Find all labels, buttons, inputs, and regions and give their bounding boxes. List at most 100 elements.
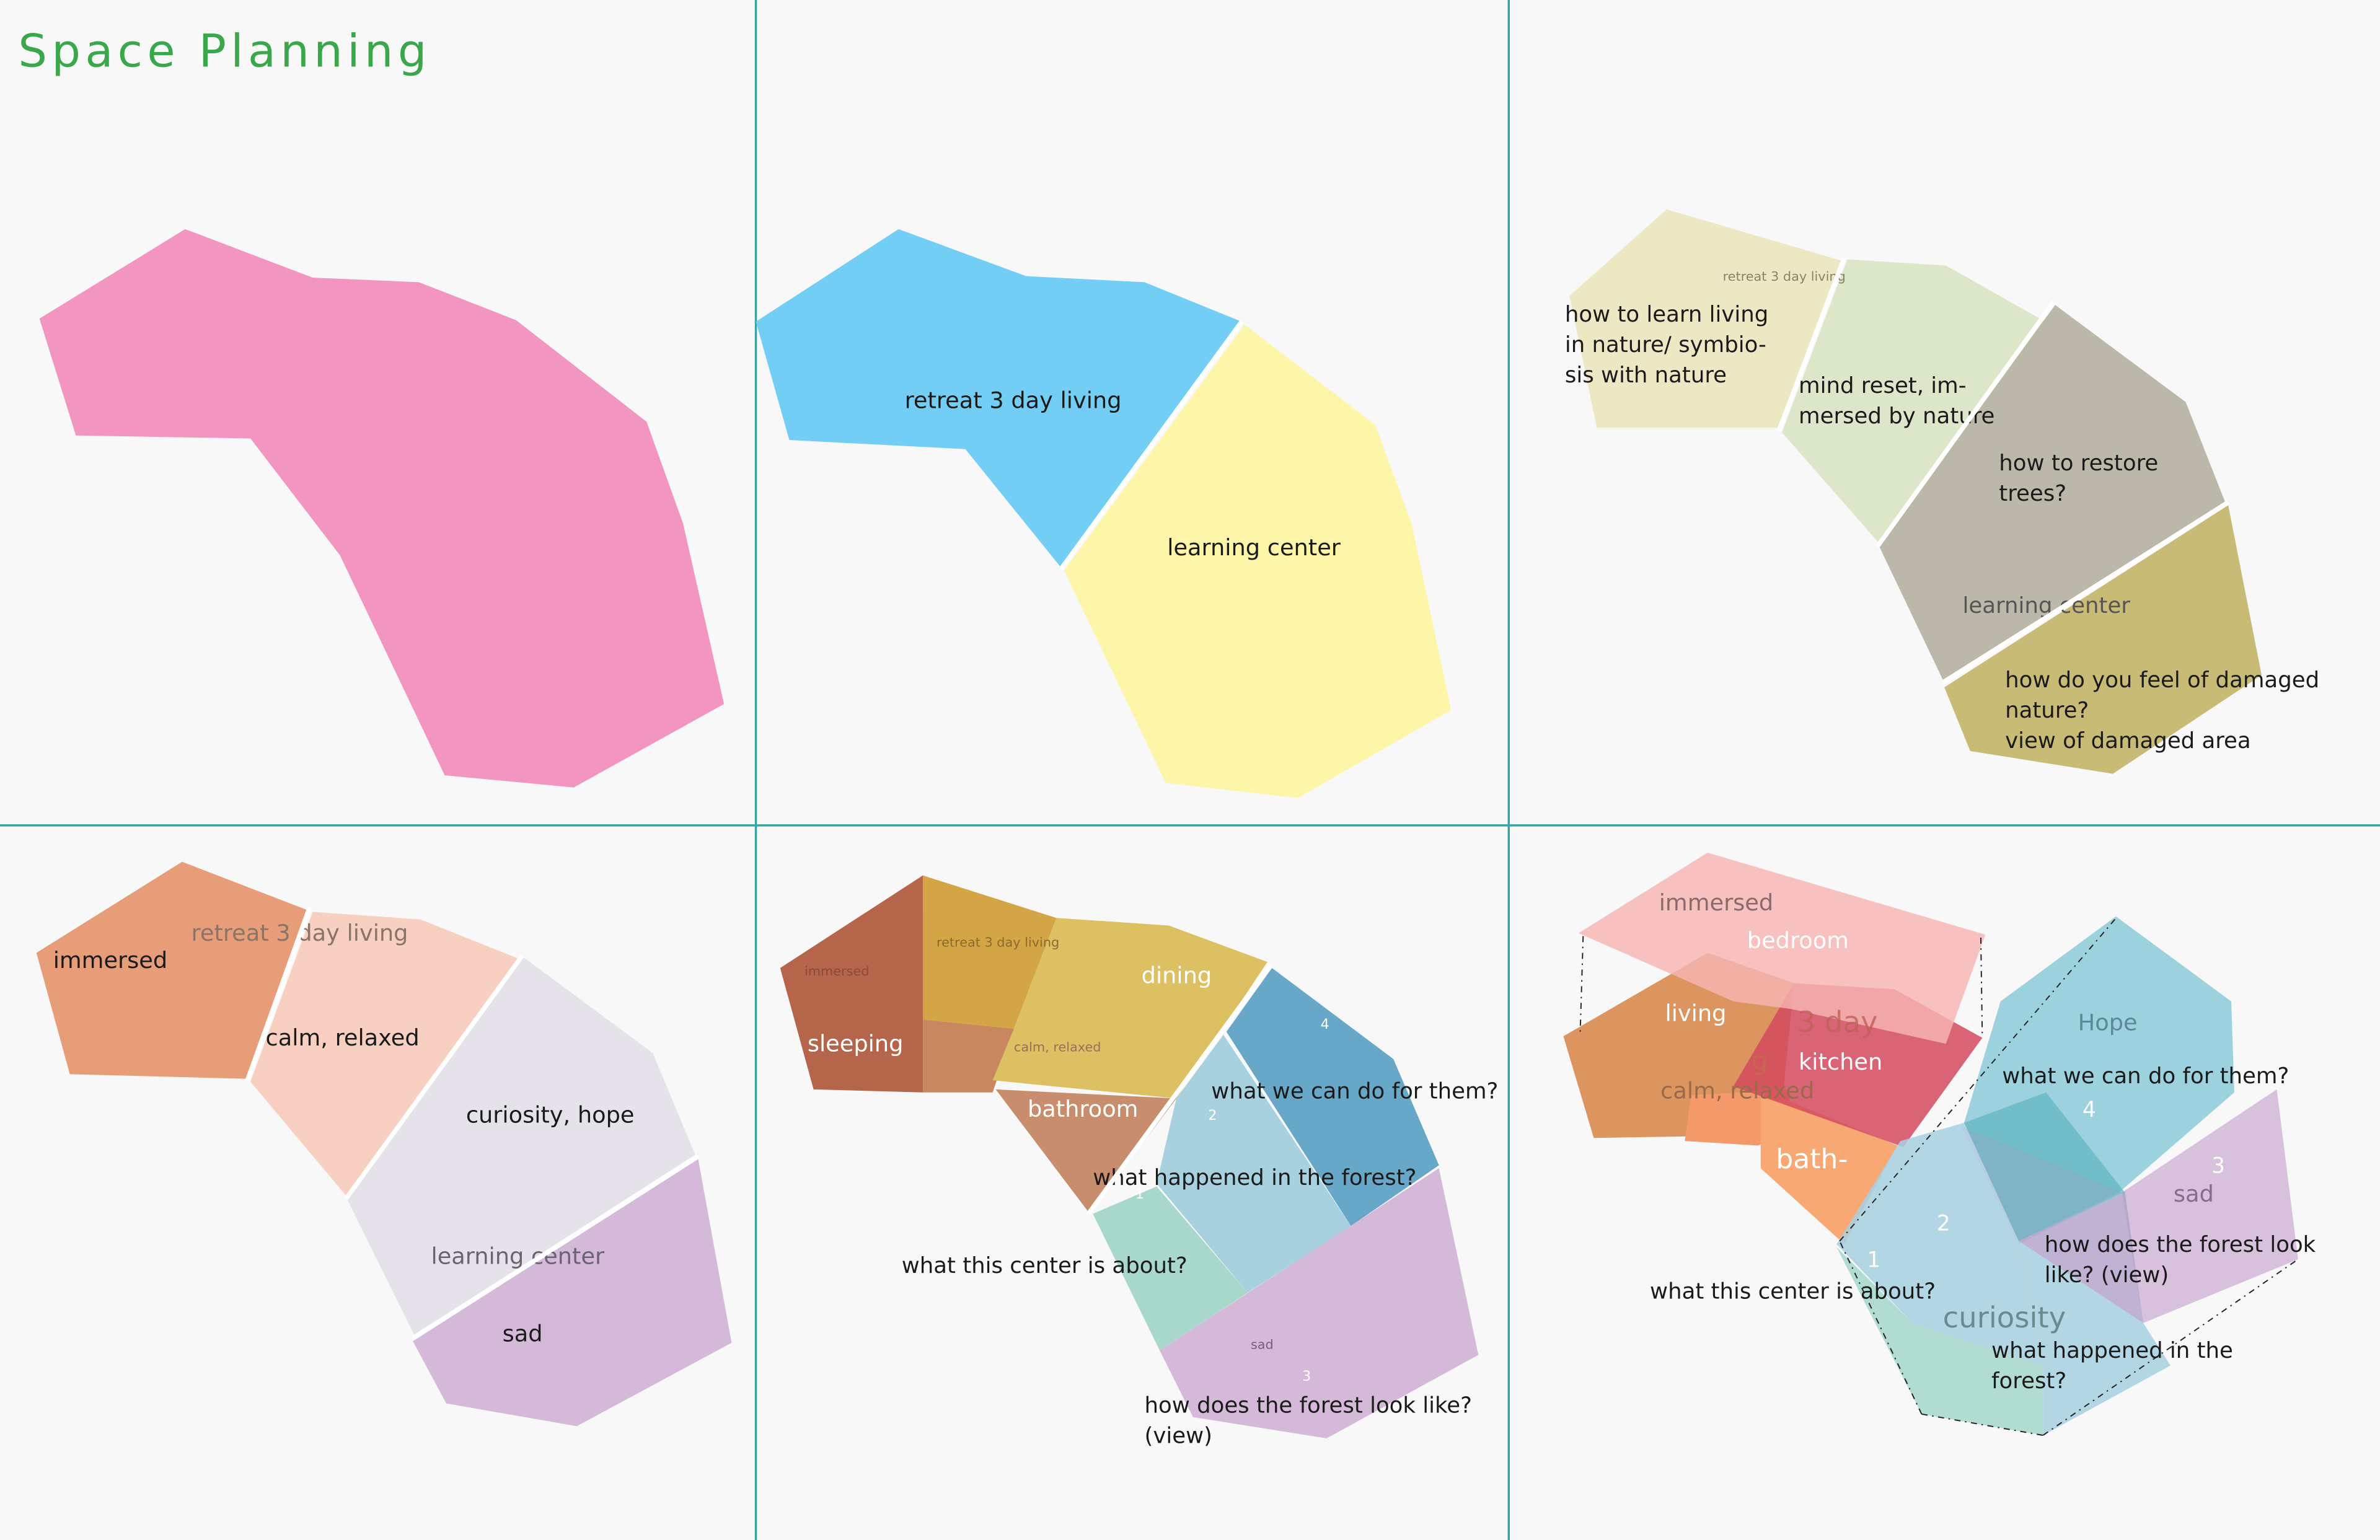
zone-mind-reset-shape [1782,259,2051,543]
zone-forest-view-shape [1160,1168,1479,1438]
label-feel-l1: how do you feel of damaged [2005,667,2319,693]
zone-curiosity-shape [1836,1122,2043,1366]
label-look-l1: how does the forest look like? [1145,1393,1472,1418]
seam-p4-c [412,1154,700,1340]
number-4: 4 [1321,1017,1329,1032]
label-sad: sad [2174,1181,2214,1207]
number-2: 2 [1937,1212,1950,1236]
label-bathroom: bathroom [1028,1096,1138,1122]
label-curiosity: curiosity, hope [466,1102,635,1129]
projection-lines [1579,916,2299,1437]
zone-seams [245,257,2230,1340]
panel-2-zoning: retreat 3 day living learning center [756,229,1452,798]
page-title: Space Planning [18,25,431,78]
zone-bedroom-plane-shape [1578,852,1986,1044]
zone-happened-shape [1157,1034,1351,1293]
label-retreat: retreat 3 day living [905,387,1122,414]
label-calm-small: calm, relaxed [1014,1040,1101,1055]
label-curiosity: curiosity [1943,1301,2066,1334]
label-sleeping: sleeping [808,1031,904,1057]
zone-sad-shape [2122,1089,2298,1323]
projection-line-5 [2042,1259,2299,1436]
zone-retreat-upper-shape [922,875,1057,1029]
site-footprint-shape [39,229,725,788]
zone-curiosity-shape [347,957,695,1335]
projection-line-1 [1579,936,1584,1037]
zone-overlap-teal-shape [1963,1092,2125,1241]
label-calm: calm, relaxed [266,1024,420,1051]
label-immersed-small: immersed [804,964,869,979]
label-sad: sad [503,1320,543,1347]
zone-dining-shape [992,918,1267,1099]
seam-p3-c [1941,500,2230,685]
label-mind-l2: mersed by nature [1799,403,1994,429]
panel-1-site-mass [39,229,725,788]
zone-transition-shape [922,1019,1014,1093]
label-learn-l1: how to learn living [1565,302,1768,327]
zone-overlap-purple-shape [2019,1192,2143,1323]
label-immersed: immersed [53,947,167,974]
label-can-do: what we can do for them? [1211,1079,1498,1104]
label-g-ghost: g [1752,1045,1768,1076]
zone-immersed-shape [36,861,309,1079]
zone-learning-shape [1064,324,1452,798]
zone-bathroom-shape [995,1089,1176,1214]
label-sad-small: sad [1251,1337,1274,1352]
zone-retreat-shape [756,229,1242,568]
label-feel-l3: view of damaged area [2005,728,2251,754]
label-calm: calm, relaxed [1660,1078,1814,1104]
label-feel-l2: nature? [2005,698,2089,723]
label-restore-l2: trees? [1999,481,2066,506]
label-mind-l1: mind reset, im- [1799,373,1967,398]
label-retreat-small: retreat 3 day living [1723,269,1846,284]
number-4: 4 [2082,1098,2096,1122]
label-learning-center: learning center [1167,534,1341,561]
label-hope: Hope [2078,1009,2138,1036]
label-immersed: immersed [1659,889,1773,916]
zone-learn-living-shape [1569,209,1843,428]
label-bath: bath- [1776,1143,1848,1175]
label-dining: dining [1142,962,1212,988]
number-3: 3 [1302,1369,1311,1384]
label-learning-center: learning center [431,1243,606,1269]
number-2: 2 [1208,1108,1217,1124]
seam-p3-b [1875,301,2056,548]
label-look-l2: (view) [1145,1423,1212,1448]
panel-5-spaces: sleeping retreat 3 day living calm, rela… [780,875,1498,1448]
label-kitchen: kitchen [1799,1049,1882,1075]
zone-center-about-shape [1093,1186,1248,1350]
label-happened-l1: what happened in the [1991,1338,2233,1363]
panel-3-programs: retreat 3 day living how to learn living… [1565,209,2319,774]
label-day-ghost: 3 day [1797,1005,1878,1039]
number-3: 3 [2211,1154,2225,1179]
seam-p4-a [245,906,312,1081]
number-1: 1 [1867,1247,1880,1272]
zone-damaged-nature-shape [1944,505,2262,774]
label-center-about: what this center is about? [1650,1279,1936,1305]
zone-center-about-shape [1836,1247,2043,1436]
panel-6-axonometric: immersed bedroom living 3 day g kitchen … [1563,852,2316,1437]
label-look-l2: like? (view) [2045,1262,2169,1288]
zone-sad-shape [413,1159,732,1427]
label-living: living [1665,1000,1727,1027]
zone-calm-shape [250,912,519,1196]
projection-line-3 [1839,916,2118,1242]
label-happened: what happened in the forest? [1093,1165,1416,1190]
label-look-l1: how does the forest look [2045,1232,2316,1257]
label-retreat-small: retreat 3 day living [937,935,1059,950]
zone-restore-shape [1879,305,2226,680]
seam-p4-b [344,954,524,1200]
label-bedroom: bedroom [1747,927,1849,954]
panel-4-emotions: immersed retreat 3 day living calm, rela… [36,861,732,1427]
projection-line-2 [1980,938,1983,1038]
number-1: 1 [1135,1187,1144,1202]
zone-sleeping-shape [780,875,923,1093]
label-happened-l2: forest? [1991,1368,2066,1394]
label-learning-center: learning center [1963,593,2131,618]
zone-can-do-shape [1226,968,1439,1226]
projection-line-6 [1921,1413,2043,1437]
label-can-do: what we can do for them? [2002,1063,2289,1089]
zone-happened-shape [2019,1241,2171,1436]
